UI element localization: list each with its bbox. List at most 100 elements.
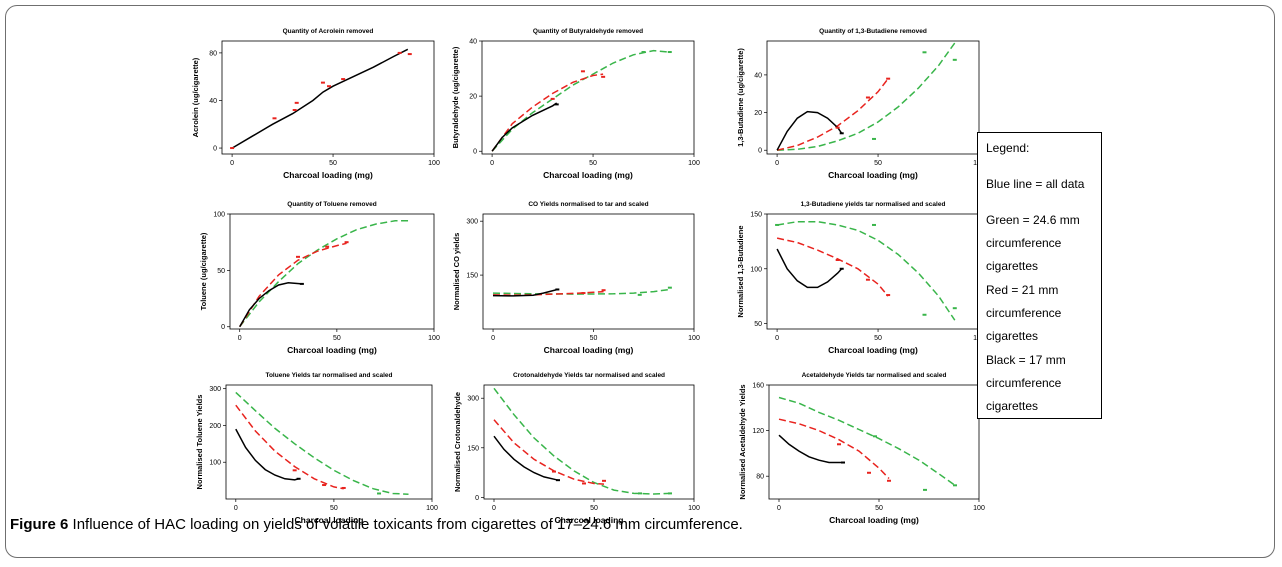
plot-frame — [766, 213, 980, 330]
plot-frame — [768, 384, 980, 500]
x-tick-label: 50 — [590, 505, 598, 512]
x-axis-label: Charcoal loading (mg) — [829, 515, 919, 525]
chart-panel-4: Quantity of Toluene removed 0 50 100 0 50 100 C… — [199, 201, 440, 355]
series-line-red — [491, 73, 604, 152]
y-tick-label: 300 — [466, 219, 478, 226]
y-tick-label: 100 — [209, 460, 221, 467]
y-axis-label: Normalised Acetaldehyde Yields — [738, 384, 747, 499]
y-tick-label: 150 — [466, 273, 478, 280]
chart-title: CO Yields normalised to tar and scaled — [528, 201, 648, 208]
series-line-red — [492, 290, 604, 296]
y-tick-label: 0 — [758, 148, 762, 155]
series-line-red — [778, 418, 890, 480]
chart-title: Crotonaldehyde Yields tar normalised and… — [513, 372, 665, 379]
x-axis-label: Charcoal loading — [295, 515, 364, 525]
chart-panel-1: Quantity of Acrolein removed 0 50 100 0 40 80 C… — [191, 28, 440, 180]
series-line-red — [235, 404, 344, 490]
series-line-black — [776, 110, 843, 151]
x-tick-label: 0 — [234, 505, 238, 512]
chart-title: Toluene Yields tar normalised and scaled — [265, 372, 392, 379]
series-line-black — [493, 435, 559, 481]
legend-black: Black = 17 mm circumference cigarettes — [986, 353, 1066, 413]
plot-frame — [221, 40, 435, 155]
figure-caption: Figure 6 Influence of HAC loading on yie… — [10, 516, 743, 533]
x-tick-label: 0 — [777, 505, 781, 512]
series-line-red — [239, 242, 347, 328]
series-line-blue — [231, 48, 409, 149]
y-tick-label: 0 — [475, 495, 479, 502]
x-tick-label: 0 — [491, 335, 495, 342]
y-tick-label: 160 — [752, 383, 764, 390]
series-line-black — [492, 288, 558, 297]
x-tick-label: 100 — [426, 505, 438, 512]
legend-box: Legend: Blue line = all data Green = 24.… — [977, 132, 1102, 419]
plot-frame — [766, 40, 980, 155]
legend-green: Green = 24.6 mm circumference cigarettes — [986, 213, 1080, 273]
series-line-black — [778, 434, 843, 464]
chart-panel-9: Acetaldehyde Yields tar normalised and s… — [738, 372, 985, 525]
plot-frame — [482, 213, 695, 330]
series-line-black — [776, 248, 843, 289]
y-tick-label: 0 — [221, 324, 225, 331]
y-axis-label: Normalised 1,3-Butadiene — [736, 225, 745, 317]
x-tick-label: 0 — [775, 160, 779, 167]
legend-blue: Blue line = all data — [986, 177, 1085, 191]
caption-text: Influence of HAC loading on yields of vo… — [68, 516, 743, 533]
x-tick-label: 0 — [492, 505, 496, 512]
chart-panel-3: Quantity of 1,3-Butadiene removed0501000… — [736, 28, 985, 180]
x-tick-label: 100 — [973, 505, 985, 512]
x-tick-label: 50 — [590, 335, 598, 342]
y-tick-label: 80 — [209, 50, 217, 57]
series-line-green — [492, 288, 670, 295]
x-axis-label: Charcoal loading (mg) — [287, 345, 377, 355]
legend-red: Red = 21 mm circumference cigarettes — [986, 283, 1062, 343]
x-axis-label: Charcoal loading (mg) — [828, 170, 918, 180]
series-line-red — [776, 78, 889, 151]
caption-label: Figure 6 — [10, 516, 69, 533]
y-axis-label: Normalised Toluene Yields — [195, 395, 204, 490]
y-tick-label: 0 — [473, 149, 477, 156]
y-axis-label: Normalised Crotonaldehyde — [453, 392, 462, 492]
x-tick-label: 0 — [775, 335, 779, 342]
chart-title: Quantity of Butyraldehyde removed — [533, 28, 643, 35]
series-line-black — [239, 282, 302, 328]
chart-title: 1,3-Butadiene yields tar normalised and … — [801, 201, 946, 208]
x-tick-label: 100 — [688, 335, 700, 342]
x-tick-label: 100 — [428, 335, 440, 342]
x-tick-label: 50 — [874, 335, 882, 342]
y-tick-label: 20 — [754, 110, 762, 117]
y-tick-label: 20 — [469, 94, 477, 101]
y-axis-label: Butyraldehyde (ug/cigarette) — [451, 46, 460, 148]
x-axis-label: Charcoal loading (mg) — [544, 345, 634, 355]
chart-panel-7: Toluene Yields tar normalised and scaled… — [195, 372, 438, 525]
chart-title: Quantity of 1,3-Butadiene removed — [819, 28, 927, 35]
y-tick-label: 200 — [209, 423, 221, 430]
series-line-green — [493, 387, 671, 495]
series-line-green — [777, 42, 956, 151]
y-tick-label: 40 — [209, 98, 217, 105]
y-tick-label: 40 — [754, 72, 762, 79]
x-tick-label: 50 — [329, 160, 337, 167]
x-axis-label: Charcoal loading (mg) — [828, 345, 918, 355]
series-line-green — [778, 396, 956, 486]
x-axis-label: Charcoal loading — [555, 515, 624, 525]
y-tick-label: 300 — [209, 386, 221, 393]
series-line-green — [239, 220, 411, 328]
x-tick-label: 50 — [330, 505, 338, 512]
y-tick-label: 50 — [754, 321, 762, 328]
chart-panel-6: 1,3-Butadiene yields tar normalised and … — [736, 201, 985, 355]
x-tick-label: 100 — [688, 160, 700, 167]
y-axis-label: Toluene (ug/cigarette) — [199, 232, 208, 310]
x-axis-label: Charcoal loading (mg) — [283, 170, 373, 180]
series-line-black — [491, 102, 558, 152]
series-line-green — [776, 220, 956, 321]
chart-title: Quantity of Toluene removed — [287, 201, 376, 208]
x-tick-label: 0 — [230, 160, 234, 167]
x-tick-label: 50 — [874, 160, 882, 167]
legend-title: Legend: — [986, 141, 1030, 155]
plot-frame — [229, 213, 435, 330]
x-tick-label: 100 — [688, 505, 700, 512]
series-line-red — [776, 237, 889, 297]
x-tick-label: 100 — [428, 160, 440, 167]
series-line-black — [235, 428, 299, 481]
